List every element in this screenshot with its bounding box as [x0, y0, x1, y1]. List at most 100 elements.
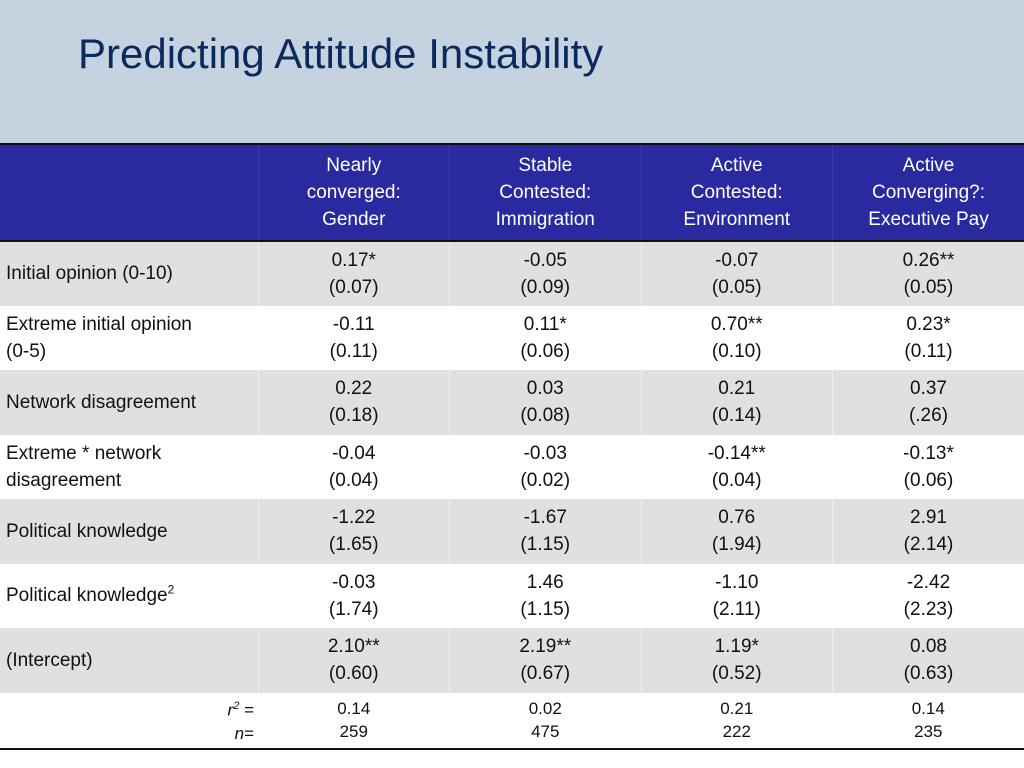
header-corner [0, 144, 258, 241]
coefficient: -0.14** [707, 442, 766, 464]
column-header: Active Converging?: Executive Pay [832, 144, 1024, 241]
table-cell: -0.04 (0.04) [257, 434, 450, 499]
regression-table-container: Nearly converged: Gender Stable Conteste… [0, 143, 1024, 749]
std-error: (0.67) [520, 663, 571, 685]
row-label: Extreme initial opinion (0-5) [0, 306, 258, 371]
column-header-line: Nearly [326, 155, 382, 176]
stats-cell: 0.21 222 [641, 693, 833, 749]
table-cell: -0.07 (0.05) [640, 241, 833, 306]
row-label: (Intercept) [0, 628, 258, 693]
table-cell: 0.22 (0.18) [257, 370, 450, 435]
table-cell: -1.67 (1.15) [449, 499, 641, 564]
std-error: (.26) [908, 405, 949, 427]
row-label-line: Political knowledge [6, 585, 168, 607]
std-error: (0.11) [904, 340, 953, 362]
r2-value: 0.02 [528, 699, 562, 718]
coefficient: -2.42 [906, 571, 951, 593]
table-cell: -0.05 (0.09) [449, 241, 641, 306]
std-error: (1.94) [711, 534, 762, 556]
std-error: (0.06) [520, 340, 571, 362]
coefficient: 0.21 [718, 378, 756, 400]
stats-cell: 0.14 235 [833, 693, 1024, 749]
slide-title: Predicting Attitude Instability [78, 30, 604, 77]
std-error: (0.10) [711, 340, 762, 362]
column-header-line: Contested: [499, 182, 592, 203]
table-cell: 2.10** (0.60) [257, 628, 450, 693]
std-error: (2.23) [903, 598, 954, 620]
coefficient: -0.07 [715, 249, 759, 271]
column-header-line: Contested: [690, 182, 783, 203]
std-error: (0.60) [328, 663, 379, 685]
std-error: (0.63) [903, 663, 954, 685]
row-label-line: (0-5) [6, 340, 47, 362]
table-cell: 1.46 (1.15) [449, 563, 641, 628]
table-row: Political knowledge2 -0.03 (1.74) 1.46 (1.… [0, 563, 1024, 629]
row-label: Political knowledge2 [0, 564, 258, 629]
table-cell: -0.03 (0.02) [449, 434, 641, 499]
table-cell: -0.03 (1.74) [257, 563, 450, 628]
column-header-line: Gender [322, 209, 386, 230]
std-error: (2.14) [903, 534, 954, 556]
table-cell: 0.03 (0.08) [449, 370, 641, 435]
std-error: (0.11) [329, 340, 378, 362]
row-label-line: Political knowledge [6, 520, 168, 542]
table-cell: -2.42 (2.23) [832, 563, 1024, 628]
coefficient: 2.10** [327, 636, 380, 658]
r2-value: 0.14 [337, 699, 371, 718]
std-error: (0.04) [711, 469, 762, 491]
table-cell: -0.13* (0.06) [832, 434, 1024, 499]
column-header: Stable Contested: Immigration [449, 144, 641, 241]
std-error: (2.11) [712, 598, 761, 620]
column-header: Nearly converged: Gender [257, 144, 450, 241]
n-label: n= [234, 723, 254, 743]
std-error: (1.74) [328, 598, 379, 620]
coefficient: 0.17* [331, 249, 376, 271]
stats-cell: 0.14 259 [258, 693, 450, 749]
column-header-line: Active [710, 155, 763, 176]
column-header-line: Environment [683, 209, 791, 230]
coefficient: -1.22 [332, 507, 376, 529]
std-error: (0.05) [903, 276, 954, 298]
coefficient: 0.22 [335, 378, 373, 400]
table-cell: 0.23* (0.11) [832, 305, 1024, 370]
coefficient: 0.23* [906, 313, 951, 335]
stats-cell: 0.02 475 [450, 693, 642, 749]
n-value: 475 [531, 722, 560, 741]
coefficient: -0.04 [332, 442, 376, 464]
row-label: Political knowledge [0, 499, 258, 564]
table-cell: 0.37 (.26) [832, 370, 1024, 435]
std-error: (0.05) [711, 276, 762, 298]
column-header-line: converged: [306, 182, 401, 203]
table-cell: 0.17* (0.07) [257, 241, 450, 306]
coefficient: -0.11 [332, 313, 375, 335]
coefficient: 0.76 [718, 507, 756, 529]
table-row: Extreme initial opinion (0-5) -0.11 (0.11)… [0, 305, 1024, 371]
column-header-line: Converging?: [871, 182, 986, 203]
row-label-line: Extreme * network [6, 442, 162, 464]
column-header: Active Contested: Environment [640, 144, 833, 241]
coefficient: -0.03 [523, 442, 567, 464]
coefficient: -0.13* [903, 442, 954, 464]
table-cell: 2.91 (2.14) [832, 499, 1024, 564]
table-cell: 0.76 (1.94) [640, 499, 833, 564]
row-label-line: (Intercept) [6, 649, 93, 671]
r2-label: r2 = [227, 700, 254, 720]
model-stats-row: r2 = n= 0.14 259 0.02 475 0.21 222 0.14 235 [0, 692, 1024, 749]
std-error: (0.07) [328, 276, 379, 298]
coefficient: 2.91 [910, 507, 947, 529]
table-cell: -1.22 (1.65) [257, 499, 450, 564]
coefficient: 2.19** [519, 636, 572, 658]
std-error: (0.52) [711, 663, 762, 685]
table-cell: 0.70** (0.10) [640, 305, 833, 370]
std-error: (1.15) [520, 534, 571, 556]
coefficient: 0.37 [910, 378, 947, 400]
column-header-line: Executive Pay [868, 209, 989, 230]
n-value: 259 [339, 722, 368, 741]
row-label-superscript: 2 [167, 582, 175, 597]
coefficient: 1.46 [526, 571, 564, 593]
coefficient: 0.03 [526, 378, 564, 400]
n-value: 235 [914, 722, 943, 741]
std-error: (0.02) [520, 469, 571, 491]
coefficient: -1.67 [523, 507, 567, 529]
table-cell: -0.14** (0.04) [640, 434, 833, 499]
